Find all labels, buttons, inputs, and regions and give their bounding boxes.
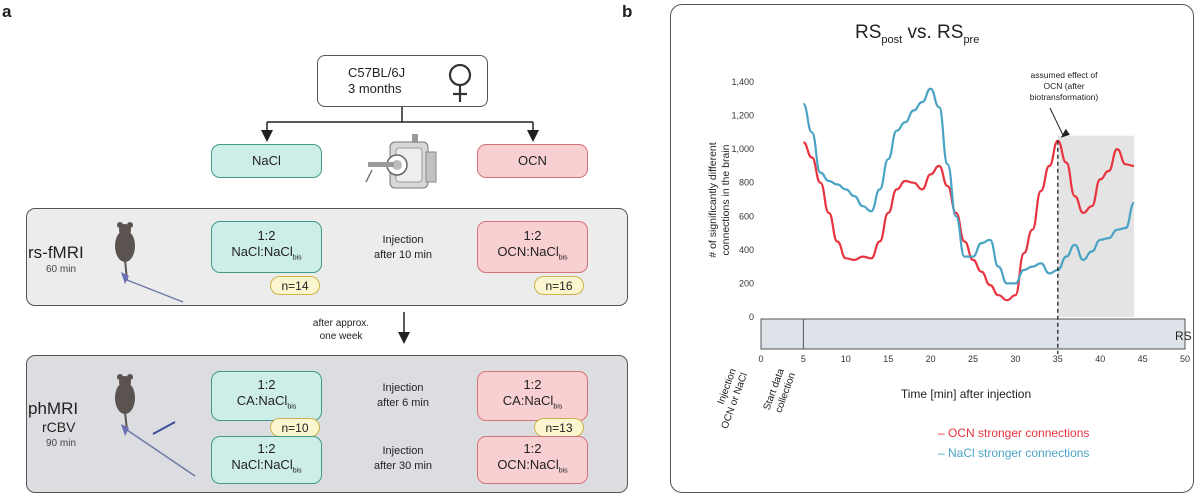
- mouse-icon-2: [115, 374, 196, 477]
- strain-name: C57BL/6J: [348, 65, 406, 80]
- phmri-duration: 90 min: [46, 438, 77, 449]
- x-tick-label: 5: [801, 354, 806, 364]
- panel-a-letter: a: [2, 2, 12, 21]
- chart-title-sub1: post: [881, 33, 903, 46]
- line-chart: 0 200 400 600 800 1,000 1,200 1,400 0 5 10 15 20 25 30…: [707, 70, 1192, 460]
- ph-nacl-ratio: 1:2: [257, 440, 276, 456]
- ph-injection-2-line2: after 30 min: [373, 460, 433, 472]
- panel-a-arrows: [261, 107, 539, 344]
- ph-injection-note-2: Injection after 30 min: [340, 444, 466, 474]
- rs-fmri-title: rs-fMRI: [28, 243, 84, 262]
- ph-ocn-ratio: 1:2: [523, 440, 542, 456]
- effect-arrowhead: [1060, 128, 1070, 138]
- effect-annotation: assumed effect of OCN (after biotransforma…: [1030, 70, 1099, 102]
- rs-nacl-ratio: 1:2: [257, 227, 276, 243]
- ph-ocn-label: OCN:NaCl: [497, 456, 559, 472]
- y-tick-label: 1,400: [731, 77, 754, 87]
- interval-line2: one week: [319, 331, 363, 342]
- chart-title-sub2: pre: [963, 33, 980, 46]
- rs-ocn-ratio: 1:2: [523, 227, 542, 243]
- phmri-title: phMRI: [28, 399, 79, 418]
- ph-ca-right-count: n=13: [534, 418, 584, 437]
- legend-entry: – NaCl stronger connections: [938, 446, 1089, 460]
- strain-age: 3 months: [348, 81, 402, 96]
- rs-nacl-label: NaCl:NaCl: [231, 243, 293, 259]
- x-tick-label: 35: [1053, 354, 1063, 364]
- x-tick-label: 40: [1095, 354, 1105, 364]
- ph-nacl-sub: bis: [292, 467, 302, 475]
- ph-injection-2-line1: Injection: [382, 445, 424, 457]
- start-collection-label: Start datacollection: [762, 367, 799, 416]
- ph-ca-left-label: CA:NaCl: [236, 392, 288, 408]
- mri-scanner-icon: [365, 134, 437, 189]
- interval-note: after approx. one week: [286, 317, 396, 343]
- ph-injection-note-1: Injection after 6 min: [340, 381, 466, 411]
- female-symbol-icon: [448, 63, 472, 102]
- y-axis-label: # of significantly differentconnections …: [707, 142, 732, 257]
- chart-title: RSpost vs. RSpre: [855, 22, 979, 46]
- legend-entry: – OCN stronger connections: [938, 426, 1089, 440]
- rs-timeline-bar: [760, 318, 1186, 350]
- ph-injection-1-line2: after 6 min: [377, 397, 429, 409]
- rs-bar-label: RS: [1175, 329, 1192, 343]
- shaded-region: [1057, 135, 1135, 317]
- y-tick-label: 1,200: [731, 111, 754, 121]
- ph-nacl-box: 1:2 NaCl:NaClbis: [211, 436, 322, 484]
- ph-injection-1-line1: Injection: [382, 382, 424, 394]
- ph-ca-left-count: n=10: [270, 418, 320, 437]
- series-nacl-line: [802, 87, 1136, 285]
- ph-ocn-sub: bis: [558, 467, 568, 475]
- effect-arrow: [1049, 107, 1064, 135]
- x-tick-label: 50: [1180, 354, 1190, 364]
- ph-ca-left-sub: bis: [287, 403, 297, 411]
- x-tick-label: 15: [883, 354, 893, 364]
- nacl-group-box: NaCl: [211, 144, 322, 178]
- rs-nacl-count: n=14: [270, 276, 320, 295]
- rs-injection-note: Injection after 10 min: [340, 233, 466, 263]
- nacl-label: NaCl: [252, 153, 281, 168]
- mouse-icon: [115, 222, 184, 303]
- x-axis-label: Time [min] after injection: [901, 387, 1031, 401]
- y-tick-label: 600: [739, 211, 754, 221]
- chart-title-mid: vs. RS: [902, 22, 964, 43]
- y-tick-label: 1,000: [731, 144, 754, 154]
- y-tick-label: 200: [739, 278, 754, 288]
- y-tick-label: 400: [739, 245, 754, 255]
- rs-ocn-sub: bis: [558, 254, 568, 262]
- rs-fmri-duration: 60 min: [46, 264, 77, 275]
- interval-line1: after approx.: [312, 318, 370, 329]
- rs-ocn-label: OCN:NaCl: [497, 243, 559, 259]
- phmri-measure: rCBV: [42, 419, 76, 435]
- x-tick-label: 0: [758, 354, 763, 364]
- rs-ocn-count: n=16: [534, 276, 584, 295]
- chart-frame: [670, 4, 1194, 493]
- chart-title-rs: RS: [855, 22, 882, 43]
- ph-nacl-label: NaCl:NaCl: [231, 456, 293, 472]
- rs-ocn-box: 1:2 OCN:NaClbis: [477, 221, 588, 273]
- rs-injection-line2: after 10 min: [373, 249, 433, 261]
- y-tick-label: 800: [739, 178, 754, 188]
- ph-ca-right-sub: bis: [553, 403, 563, 411]
- ph-ca-left-box: 1:2 CA:NaClbis: [211, 371, 322, 421]
- x-tick-label: 45: [1138, 354, 1148, 364]
- rs-nacl-sub: bis: [292, 254, 302, 262]
- x-tick-label: 30: [1010, 354, 1020, 364]
- panel-b-letter: b: [622, 2, 633, 21]
- injection-label: InjectionOCN or NaCl: [708, 367, 750, 430]
- ocn-group-box: OCN: [477, 144, 588, 178]
- series-ocn-line: [802, 139, 1135, 302]
- x-tick-label: 25: [968, 354, 978, 364]
- ph-ca-right-label: CA:NaCl: [502, 392, 554, 408]
- ocn-label: OCN: [518, 153, 547, 168]
- ph-ocn-box: 1:2 OCN:NaClbis: [477, 436, 588, 484]
- ph-ca-left-ratio: 1:2: [257, 376, 276, 392]
- rs-nacl-box: 1:2 NaCl:NaClbis: [211, 221, 322, 273]
- ph-ca-right-box: 1:2 CA:NaClbis: [477, 371, 588, 421]
- y-tick-label: 0: [749, 312, 754, 322]
- ph-ca-right-ratio: 1:2: [523, 376, 542, 392]
- x-tick-label: 10: [841, 354, 851, 364]
- x-tick-label: 20: [926, 354, 936, 364]
- rs-injection-line1: Injection: [382, 234, 424, 246]
